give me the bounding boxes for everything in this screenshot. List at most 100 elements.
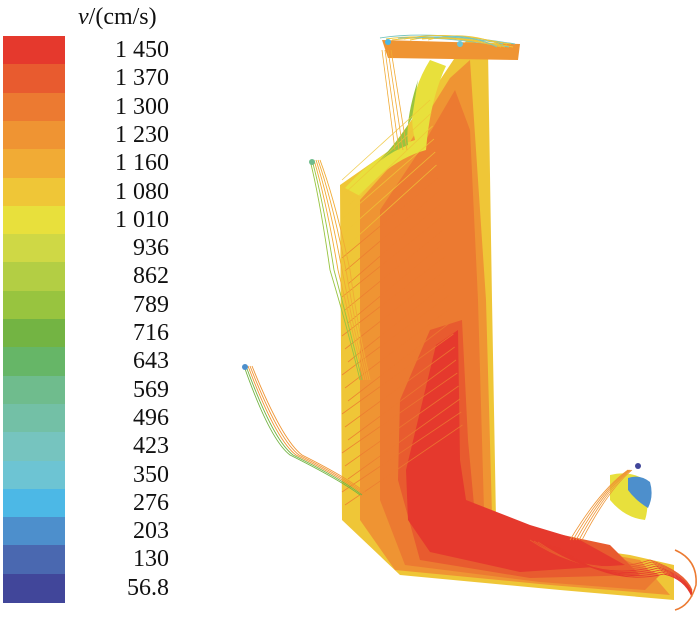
inlet-marker [457, 41, 463, 47]
streamline [347, 359, 457, 441]
legend-row: 496 [3, 403, 223, 433]
legend-label: 1 300 [115, 93, 169, 120]
streamline [347, 125, 433, 207]
legend-row: 643 [3, 347, 223, 377]
streamline [341, 138, 435, 220]
legend-label: 643 [133, 348, 169, 375]
streamline [387, 49, 404, 151]
flow-band [375, 80, 418, 165]
streamline [311, 159, 363, 381]
inlet-marker [309, 159, 315, 165]
legend-row: 1 160 [3, 149, 223, 179]
legend-row: 1 300 [3, 92, 223, 122]
streamline [249, 365, 367, 496]
legend-title-unit: /(cm/s) [88, 4, 157, 30]
legend-row: 203 [3, 517, 223, 546]
legend-swatch [3, 375, 65, 405]
streamline [344, 385, 459, 467]
streamline [541, 542, 693, 594]
streamline [344, 346, 455, 428]
inlet-marker [385, 39, 391, 45]
legend-title-symbol: v [78, 4, 89, 30]
legend-label: 1 450 [115, 37, 169, 63]
streamline [341, 216, 442, 298]
legend-label: 1 080 [115, 178, 169, 205]
streamline [569, 469, 629, 541]
inlet-marker [635, 463, 641, 469]
legend-row: 862 [3, 262, 223, 292]
legend-label: 569 [133, 376, 169, 403]
legend-label: 203 [133, 518, 169, 545]
legend-swatch [3, 177, 65, 207]
streamline [347, 203, 441, 285]
legend-swatch [3, 545, 65, 575]
streamline [674, 549, 697, 611]
legend-label: 716 [133, 320, 169, 346]
streamline [344, 190, 440, 272]
streamline [313, 159, 365, 381]
legend-label: 423 [133, 433, 169, 460]
streamline [347, 320, 453, 402]
legend-row: 1 450 [3, 36, 223, 65]
legend-row: 276 [3, 488, 223, 518]
legend-row: 56.8 [3, 573, 223, 603]
legend-swatch [3, 290, 65, 320]
streamline [384, 49, 400, 151]
streamline [344, 268, 448, 350]
legend-swatch [3, 319, 65, 348]
flow-band [382, 40, 520, 60]
legend-row: 1 010 [3, 205, 223, 235]
streamline [344, 229, 444, 311]
legend-row: 716 [3, 319, 223, 348]
legend-label: 1 160 [115, 150, 169, 177]
streamline [347, 281, 449, 363]
streamline [341, 333, 454, 415]
streamline [347, 398, 461, 480]
streamline [251, 365, 369, 496]
legend-label: 1 230 [115, 121, 169, 148]
legend-row: 1 080 [3, 177, 223, 207]
legend-swatch [3, 460, 65, 490]
legend-row: 569 [3, 375, 223, 405]
streamline-plot [230, 0, 700, 618]
streamline [581, 469, 633, 541]
legend-label: 130 [133, 546, 169, 573]
legend-row: 350 [3, 460, 223, 490]
legend-label: 350 [133, 461, 169, 488]
legend-swatch [3, 432, 65, 462]
streamline [344, 151, 436, 233]
legend-swatch [3, 149, 65, 179]
legend-row: 1 370 [3, 64, 223, 94]
legend-swatch [3, 205, 65, 235]
streamline [390, 49, 408, 151]
legend-swatch [3, 36, 65, 65]
streamline [341, 372, 458, 454]
streamline [553, 545, 693, 597]
streamline [549, 544, 693, 596]
flow-band [406, 330, 625, 572]
streamline [341, 177, 439, 259]
streamline [557, 546, 693, 598]
streamline [245, 365, 363, 496]
streamline-figure [242, 34, 697, 611]
streamline [575, 469, 631, 541]
legend-swatch [3, 517, 65, 546]
streamline [545, 543, 693, 595]
flow-band [628, 476, 652, 508]
legend-label: 789 [133, 291, 169, 318]
legend-swatch [3, 92, 65, 122]
streamline [533, 540, 693, 592]
legend-label: 1 370 [115, 65, 169, 92]
streamline [381, 49, 396, 151]
legend-label: 936 [133, 235, 169, 262]
streamline [572, 469, 630, 541]
legend-row: 1 230 [3, 120, 223, 150]
legend-swatch [3, 573, 65, 603]
streamline [319, 159, 371, 381]
streamline [341, 411, 462, 493]
streamline [344, 112, 432, 194]
legend-swatch [3, 64, 65, 94]
streamline [347, 164, 437, 246]
legend-swatch [3, 403, 65, 433]
legend-label: 276 [133, 489, 169, 516]
